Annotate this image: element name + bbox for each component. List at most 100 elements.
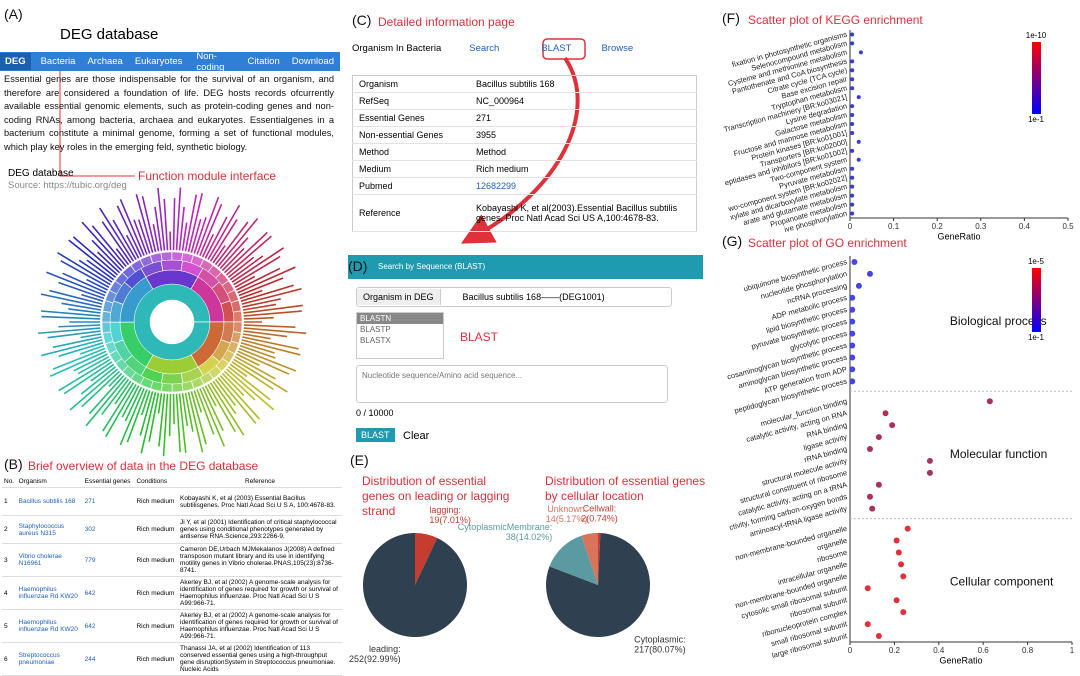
- sunburst-branch: [58, 324, 101, 328]
- program-option[interactable]: BLASTN: [357, 313, 443, 324]
- table-row: 6 Streptococcus pneumoniae 244 Rich medium T…: [2, 642, 342, 676]
- nav-item[interactable]: Non-coding: [196, 50, 225, 73]
- sunburst-branch: [239, 289, 263, 300]
- sunburst-branch: [77, 355, 110, 375]
- table-cell[interactable]: Haemophilus influenzae Rd KW20: [16, 576, 83, 610]
- data-point: [850, 166, 855, 171]
- sunburst-branch: [201, 233, 215, 258]
- pie-slice: [598, 533, 601, 585]
- sunburst-branch: [236, 267, 281, 291]
- sunburst-segment: [109, 350, 123, 364]
- program-list[interactable]: BLASTN BLASTP BLASTX: [356, 312, 444, 359]
- data-point: [850, 68, 855, 73]
- table-cell: 3: [2, 543, 17, 577]
- sunburst-branch: [190, 391, 207, 445]
- sunburst-branch: [47, 330, 101, 339]
- data-point: [850, 32, 855, 37]
- organism-select[interactable]: Organism in DEG Bacillus subtilis 168——(…: [356, 287, 672, 307]
- tab[interactable]: Browse: [601, 43, 634, 54]
- x-axis-label: GeneRatio: [937, 231, 980, 241]
- chart-title: Scatter plot of GO enrichment: [748, 236, 907, 250]
- sequence-input[interactable]: Nucleotide sequence/Amino acid sequence.…: [356, 365, 668, 403]
- x-axis-label: GeneRatio: [939, 655, 982, 665]
- table-cell[interactable]: Streptococcus pneumoniae: [16, 642, 83, 676]
- sunburst-branch: [242, 333, 271, 340]
- value-label: 38(14.02%): [506, 532, 553, 542]
- table-row: Reference Kobayashi K, et al(2003).Essent…: [352, 194, 697, 232]
- chart-title: Distribution of essential genes by cellu…: [545, 474, 706, 503]
- sunburst-segment: [102, 300, 114, 313]
- sunburst-branch: [62, 272, 107, 294]
- program-option[interactable]: BLASTX: [360, 336, 391, 345]
- sunburst-branch: [227, 256, 255, 278]
- data-point: [850, 77, 855, 82]
- table-row: 5 Haemophilus influenzae Rd KW20 642 Rich m…: [2, 609, 342, 643]
- nav-item[interactable]: Download: [291, 56, 334, 67]
- sunburst-branch: [187, 391, 204, 453]
- data-point: [926, 469, 933, 476]
- tab[interactable]: Search: [469, 43, 500, 54]
- value-label: 252(92.99%): [349, 654, 401, 664]
- sunburst-branch: [242, 303, 277, 311]
- sunburst-branch: [214, 378, 236, 406]
- tab[interactable]: BLAST: [541, 43, 572, 54]
- panel-label: (B): [4, 456, 23, 472]
- nav-item[interactable]: Bacteria: [40, 56, 76, 67]
- annotation: BLAST: [460, 330, 499, 344]
- sunburst-branch: [212, 245, 226, 264]
- table-cell: Cameron DE,Urbach MJMekalanos J(2008) A …: [178, 543, 342, 577]
- colorbar: [1032, 268, 1041, 332]
- data-point: [895, 549, 902, 556]
- sunburst-segment: [215, 272, 229, 286]
- table-cell: 779: [82, 543, 135, 577]
- colorbar-label: 1e-10: [1026, 31, 1047, 40]
- sunburst-branch: [204, 216, 228, 259]
- table-cell[interactable]: Staphylococcus aureus N315: [16, 515, 83, 544]
- source: Source: https://tubic.org/deg: [8, 180, 127, 191]
- program-option[interactable]: BLASTP: [360, 325, 391, 334]
- panel-header: Search by Sequence (BLAST): [378, 262, 486, 271]
- data-point: [850, 86, 855, 91]
- sunburst-branch: [243, 324, 296, 328]
- sunburst-branch: [207, 383, 237, 433]
- nav-item[interactable]: Eukaryotes: [134, 56, 183, 67]
- sunburst-branch: [57, 252, 111, 286]
- tab[interactable]: Organism In Bacteria: [352, 43, 442, 54]
- sunburst-segment: [230, 331, 242, 344]
- sunburst-branch: [52, 336, 102, 349]
- column-header: Conditions: [134, 476, 178, 488]
- sunburst-segment: [115, 358, 129, 372]
- select-label: Organism in DEG: [357, 289, 441, 305]
- sunburst-branch: [237, 350, 290, 375]
- data-point: [849, 306, 856, 313]
- nav-item[interactable]: Citation: [247, 56, 280, 67]
- sunburst-branch: [137, 219, 151, 254]
- sunburst-branch: [126, 389, 148, 443]
- sunburst-segment: [102, 331, 114, 344]
- table-cell: Rich medium: [134, 576, 178, 610]
- sunburst-branch: [199, 388, 226, 447]
- table-cell[interactable]: Vibrio cholerae N16961: [16, 543, 83, 577]
- data-point: [889, 422, 896, 429]
- blast-button[interactable]: BLAST: [356, 428, 395, 442]
- data-point: [898, 561, 905, 568]
- sunburst-branch: [181, 222, 188, 251]
- table-cell: Method: [470, 143, 697, 161]
- sunburst-segment: [130, 371, 145, 385]
- table-cell: NC_000964: [470, 92, 697, 110]
- sunburst-segment: [105, 290, 117, 304]
- data-point: [856, 157, 861, 162]
- table-cell[interactable]: Bacillus subtilis 168: [16, 487, 83, 516]
- sunburst-branch: [61, 302, 102, 311]
- sunburst-segment: [109, 280, 123, 295]
- clear-button[interactable]: Clear: [403, 430, 430, 442]
- nav-item[interactable]: Archaea: [87, 56, 123, 67]
- sunburst-branch: [152, 224, 160, 252]
- sunburst-branch: [225, 368, 275, 411]
- nav-item[interactable]: DEG: [0, 53, 31, 70]
- data-point: [893, 597, 900, 604]
- sunburst-segment: [190, 255, 204, 267]
- table-cell[interactable]: Haemophilus influenzae Rd KW20: [16, 609, 83, 643]
- sunburst-branch: [239, 344, 276, 359]
- sunburst-segment: [227, 340, 239, 354]
